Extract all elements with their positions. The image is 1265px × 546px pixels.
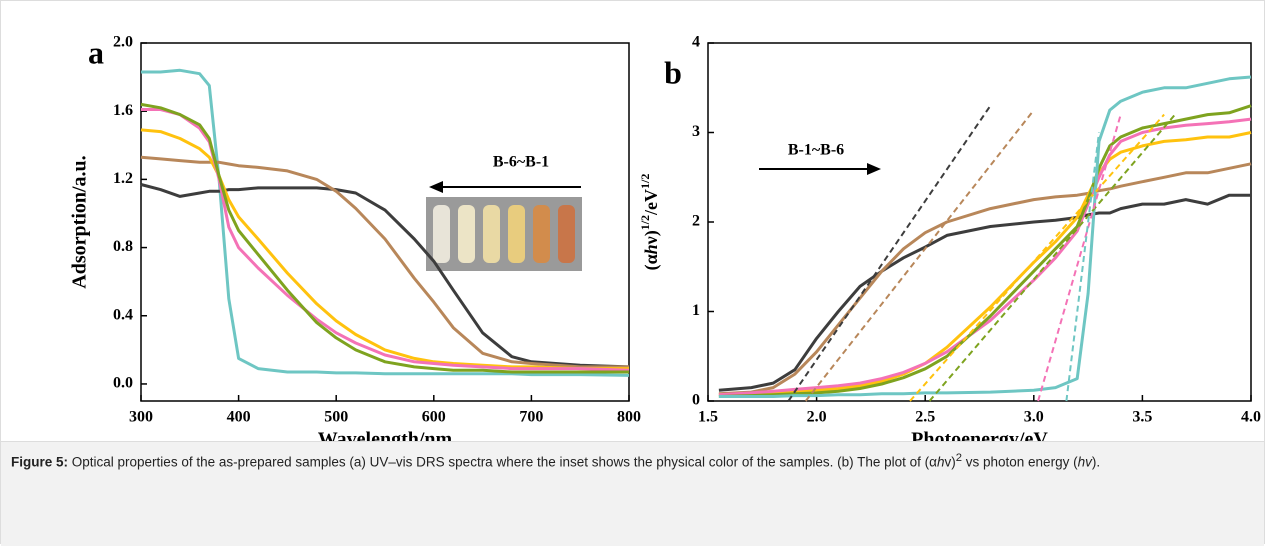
- caption-text: 2: [955, 452, 962, 464]
- caption: Figure 5: Optical properties of the as-p…: [1, 441, 1264, 546]
- x-axis-label: Photoenergy/eV: [911, 429, 1048, 441]
- data-line: [718, 104, 1252, 398]
- y-axis-label-part: ν): [641, 230, 662, 245]
- plot-frame: [140, 42, 630, 402]
- x-tick-label: 600: [422, 409, 446, 426]
- caption-text: ).: [1091, 454, 1101, 470]
- arrow-label: B-6~B-1: [493, 154, 549, 171]
- y-axis-label-part: /eV: [641, 189, 661, 216]
- y-tick-label: 1: [692, 302, 700, 319]
- x-tick-label: 3.0: [1024, 409, 1044, 426]
- x-tick-label: 500: [324, 409, 348, 426]
- caption-text: hv: [1077, 454, 1092, 470]
- y-tick-label: 0.4: [113, 306, 133, 323]
- y-axis-label-part: 1/2: [638, 215, 652, 230]
- fit-line: [928, 113, 1176, 402]
- x-tick-label: 3.5: [1132, 409, 1152, 426]
- y-tick-label: 2.0: [113, 34, 133, 51]
- caption-text: h: [936, 454, 945, 470]
- data-line: [141, 108, 630, 372]
- data-line: [141, 68, 630, 377]
- data-line: [718, 75, 1252, 398]
- fit-line: [804, 109, 1035, 402]
- x-tick-label: 2.5: [915, 409, 935, 426]
- caption-text: v: [944, 454, 952, 470]
- x-tick-label: 400: [227, 409, 251, 426]
- inset-photo: [426, 197, 582, 271]
- arrow-a: [429, 181, 581, 193]
- caption-label: Figure 5:: [11, 454, 69, 470]
- caption-text: ): [951, 454, 956, 470]
- charts: B-6~B-1 B-1~B-6 300 400 500 600 700 800 0.0 0.4…: [69, 34, 1261, 441]
- panel-label: b: [664, 54, 682, 90]
- x-axis-label: Wavelength/nm: [318, 429, 453, 441]
- fit-line: [909, 113, 1165, 402]
- y-tick-label: 0.0: [113, 375, 133, 392]
- data-line: [718, 162, 1252, 396]
- x-tick-label: 1.5: [698, 409, 718, 426]
- y-tick-label: 2: [692, 213, 700, 230]
- y-axis-label-part: h: [641, 244, 661, 254]
- x-tick-label: 800: [617, 409, 641, 426]
- fit-line: [1065, 132, 1100, 402]
- arrow-label: B-1~B-6: [788, 142, 844, 159]
- panel-label: a: [88, 34, 104, 70]
- plot-frame: [707, 42, 1252, 402]
- caption-text: Optical properties of the as-prepared sa…: [68, 454, 937, 470]
- data-line: [140, 102, 629, 374]
- x-tick-label: 700: [519, 409, 543, 426]
- y-tick-label: 1.6: [113, 102, 133, 119]
- x-tick-label: 4.0: [1241, 409, 1261, 426]
- arrow-b: [759, 163, 881, 175]
- y-tick-label: 1.2: [113, 170, 133, 187]
- y-axis-label: Adsorption/a.u.: [69, 155, 91, 288]
- data-line: [140, 128, 629, 371]
- data-line: [140, 155, 629, 369]
- x-tick-label: 300: [129, 409, 153, 426]
- y-axis-label-part: (α: [641, 254, 662, 270]
- data-line: [140, 183, 630, 369]
- y-axis-label: (αhν)1/2/eV1/2: [638, 174, 662, 271]
- caption-text: vs photon energy (: [962, 454, 1078, 470]
- data-line: [718, 193, 1251, 392]
- data-line: [718, 117, 1252, 397]
- inset-tubes: [433, 205, 575, 263]
- y-tick-label: 3: [692, 123, 700, 140]
- x-tick-label: 2.0: [807, 409, 827, 426]
- y-tick-label: 0.8: [113, 238, 133, 255]
- y-axis-label-part: 1/2: [638, 174, 652, 189]
- y-tick-label: 0: [692, 392, 700, 409]
- y-tick-label: 4: [692, 34, 700, 51]
